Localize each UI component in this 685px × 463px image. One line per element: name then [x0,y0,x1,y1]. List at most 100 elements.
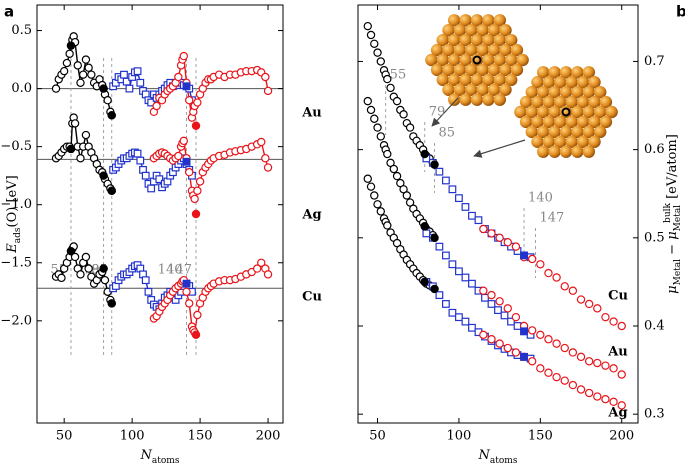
data-square [513,322,522,330]
cluster-atom [588,95,601,109]
cluster-atom [542,115,556,129]
cluster-atom [554,135,567,148]
cluster-atom [436,33,449,47]
data-point [430,233,439,243]
cluster-atom [559,125,573,139]
data-point [552,372,561,382]
cluster-atom [482,53,495,67]
data-point [76,154,85,163]
cluster-atom [476,43,489,57]
data-square [448,308,457,317]
data-point [576,352,586,362]
data-point [568,380,578,390]
data-point [511,348,521,357]
x-axis-label-part: atoms [152,456,180,463]
data-point [392,96,402,106]
metal-label: Au [301,106,322,121]
data-point [257,258,266,267]
data-point [363,96,372,106]
cluster-atom [519,95,533,109]
cluster-atom [554,95,567,109]
data-square [182,82,191,91]
data-point [84,63,93,72]
data-square [474,216,483,225]
y-axis-label-part: E [5,243,20,254]
data-point [107,186,116,195]
data-point [107,299,116,308]
data-square [182,157,191,166]
data-point [66,144,76,154]
data-point [87,70,96,79]
data-square [422,229,431,238]
cluster-atom [499,43,512,57]
cluster-atom [565,135,578,148]
data-point [81,252,91,262]
data-point [185,299,194,308]
data-point [370,39,379,49]
data-point [503,304,512,313]
cluster-atom [470,14,484,27]
data-point [430,284,439,294]
data-point [185,167,194,177]
data-point [479,330,488,340]
cluster-atom [588,76,601,89]
cluster-atom [459,33,472,47]
data-square [141,171,150,180]
cluster-atom [465,83,478,96]
data-point [487,229,496,238]
cluster-atom [519,115,533,129]
data-point [174,151,183,161]
cluster-atom [499,63,512,77]
data-point [59,66,69,76]
data-point [487,335,496,344]
y-tick-label: 0.7 [644,54,665,69]
data-point [370,191,379,200]
cluster-atom [482,33,495,47]
y-tick-label: 0.6 [644,142,665,157]
cluster-atom [487,83,501,96]
arrow [431,97,459,127]
cluster-atom [582,85,596,99]
data-point [479,224,488,234]
cluster-atom [565,76,578,89]
data-point [261,154,270,163]
magic-number-label: 55 [390,68,407,83]
data-point [383,149,392,159]
y-axis-label-part: [eV/atom] [665,134,680,203]
y-tick-label: −1.0 [0,197,32,212]
y-tick-label: −2.0 [0,313,32,328]
cluster-atom [594,105,607,119]
y-tick-label: −0.5 [0,139,32,154]
cluster-atom [453,63,467,77]
cluster-atom [453,83,467,96]
data-point [191,209,201,219]
data-square [120,70,128,79]
data-point [76,270,85,279]
adsorbate [561,107,571,117]
panel: b 55 79 85 140 147 50 100 150 200 0.3 0.4 0.5 0.6 0.7 N… [357,3,685,463]
cluster-atom [447,53,461,67]
arrow [473,139,526,158]
cluster-atom [453,43,467,57]
cluster-atom [510,63,524,77]
cluster-atom [531,135,544,148]
y-axis-label-part: − [665,240,680,259]
data-point [179,51,188,61]
cluster-atom [482,73,495,87]
data-point [57,273,66,283]
cluster-atom [505,73,518,87]
panel-letter: a [4,3,14,21]
cluster-atom [442,24,455,37]
data-point [601,394,610,404]
data-point [399,110,408,119]
data-square [468,279,476,288]
data-point [76,78,85,87]
magic-number-label: 85 [439,126,456,141]
data-point [386,83,395,93]
data-square [133,67,142,76]
x-axis-label: Natoms [478,448,518,463]
cluster-atom [476,83,489,96]
cluster-atom [536,85,550,99]
data-point [609,397,618,407]
